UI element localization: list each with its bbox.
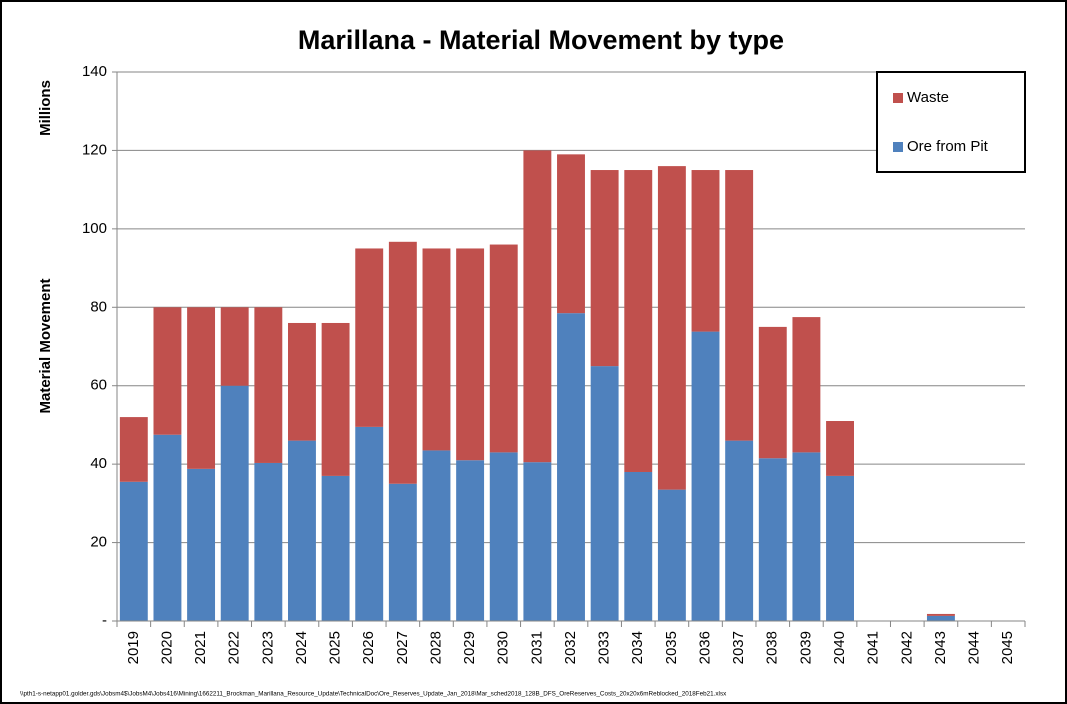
- bar-segment: [725, 170, 754, 441]
- bar-segment: [321, 475, 350, 621]
- x-tick-label: 2033: [596, 631, 613, 664]
- bar-segment: [321, 322, 350, 476]
- x-tick-label: 2042: [898, 631, 915, 664]
- y-units-label: Millions: [37, 80, 54, 136]
- bar-segment: [456, 460, 485, 621]
- y-axis-label: Material Movement: [37, 278, 54, 413]
- bar-segment: [624, 471, 653, 621]
- bar-segment: [355, 248, 384, 427]
- x-tick-label: 2032: [562, 631, 579, 664]
- legend-swatch: [893, 93, 903, 103]
- x-tick-label: 2045: [999, 631, 1016, 664]
- y-tick-label: 120: [82, 141, 107, 158]
- x-tick-label: 2020: [158, 631, 175, 664]
- bar-segment: [590, 170, 619, 367]
- x-tick-label: 2038: [764, 631, 781, 664]
- x-tick-label: 2021: [192, 631, 209, 664]
- x-tick-label: 2022: [226, 631, 243, 664]
- bar-segment: [657, 166, 686, 490]
- legend-label: Ore from Pit: [907, 138, 989, 155]
- bar-segment: [926, 615, 955, 621]
- bar-segment: [557, 313, 585, 621]
- bar-segment: [624, 170, 653, 472]
- bar-segment: [220, 307, 249, 386]
- bar-segment: [153, 307, 182, 435]
- bar-segment: [826, 475, 854, 621]
- bar-segment: [523, 462, 552, 621]
- x-tick-label: 2019: [125, 631, 142, 664]
- x-tick-label: 2030: [495, 631, 512, 664]
- bar-segment: [489, 244, 518, 453]
- chart-title: Marillana - Material Movement by type: [298, 25, 784, 55]
- bar-segment: [187, 468, 216, 621]
- bar-segment: [523, 150, 552, 463]
- y-tick-label: -: [102, 612, 107, 629]
- x-tick-label: 2040: [831, 631, 848, 664]
- x-tick-label: 2026: [360, 631, 377, 664]
- bar-segment: [826, 421, 854, 476]
- x-tick-label: 2031: [528, 631, 545, 664]
- x-tick-label: 2027: [394, 631, 411, 664]
- bar-segment: [220, 385, 249, 621]
- bar-segment: [691, 170, 720, 332]
- y-tick-label: 100: [82, 220, 107, 237]
- bar-segment: [657, 489, 686, 621]
- x-tick-label: 2035: [663, 631, 680, 664]
- y-tick-label: 140: [82, 63, 107, 80]
- y-tick-label: 80: [90, 298, 107, 315]
- x-tick-label: 2036: [696, 631, 713, 664]
- y-tick-label: 40: [90, 455, 107, 472]
- bar-segment: [153, 434, 182, 621]
- bar-segment: [254, 307, 283, 463]
- legend-box: [876, 71, 1026, 173]
- bar-segment: [792, 452, 821, 621]
- y-tick-label: 20: [90, 534, 107, 551]
- bar-segment: [288, 322, 316, 441]
- bar-segment: [187, 307, 216, 469]
- bar-segment: [926, 613, 955, 616]
- bar-segment: [254, 462, 283, 621]
- x-tick-label: 2043: [932, 631, 949, 664]
- bar-segment: [792, 317, 821, 453]
- legend-swatch: [893, 142, 903, 152]
- bar-segment: [456, 248, 485, 461]
- bar-segment: [422, 248, 451, 451]
- x-tick-label: 2024: [293, 631, 310, 664]
- legend-label: Waste: [907, 89, 949, 106]
- bar-segment: [691, 331, 720, 621]
- x-tick-label: 2029: [461, 631, 478, 664]
- x-tick-label: 2044: [966, 631, 983, 664]
- x-tick-label: 2023: [259, 631, 276, 664]
- x-tick-label: 2041: [865, 631, 882, 664]
- x-tick-label: 2034: [629, 631, 646, 664]
- bar-segment: [422, 450, 451, 621]
- bar-segment: [489, 452, 518, 621]
- y-tick-label: 60: [90, 377, 107, 394]
- x-tick-label: 2025: [327, 631, 344, 664]
- bar-segment: [557, 154, 585, 314]
- bar-segment: [388, 483, 417, 621]
- bar-segment: [119, 481, 148, 621]
- x-tick-label: 2037: [730, 631, 747, 664]
- bar-segment: [119, 417, 148, 482]
- bar-segment: [288, 440, 316, 621]
- x-tick-label: 2028: [427, 631, 444, 664]
- bar-segment: [355, 426, 384, 621]
- x-tick-label: 2039: [797, 631, 814, 664]
- footnote: \\pth1-s-netapp01.golder.gds\Jobsm4$\Job…: [20, 691, 727, 698]
- bar-segment: [725, 440, 754, 621]
- bar-segment: [758, 458, 787, 621]
- bar-segment: [590, 366, 619, 621]
- bar-segment: [388, 241, 417, 484]
- bar-segment: [758, 326, 787, 459]
